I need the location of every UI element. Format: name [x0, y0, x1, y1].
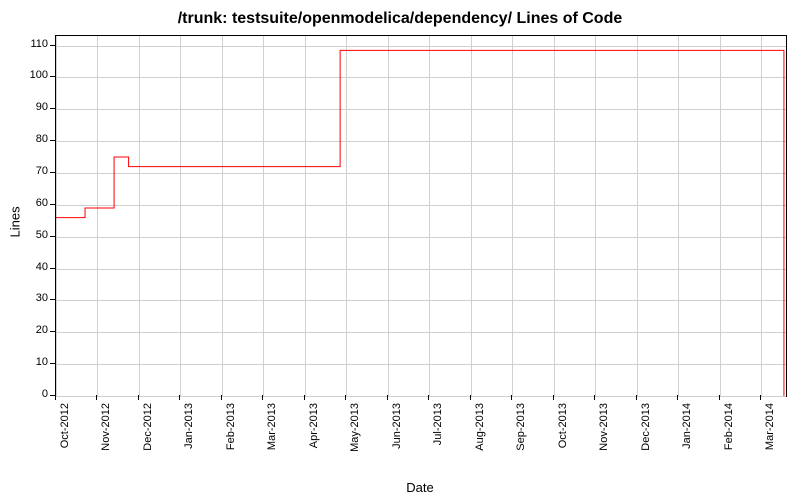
- y-tick: [50, 268, 55, 269]
- x-tick: [719, 395, 720, 400]
- x-tick: [55, 395, 56, 400]
- x-tick: [387, 395, 388, 400]
- y-tick-label: 100: [20, 69, 48, 81]
- y-tick-label: 30: [20, 292, 48, 304]
- x-tick-label: Jun-2013: [391, 403, 403, 463]
- y-tick-label: 70: [20, 165, 48, 177]
- x-tick: [594, 395, 595, 400]
- y-tick-label: 0: [20, 388, 48, 400]
- chart-container: /trunk: testsuite/openmodelica/dependenc…: [0, 0, 800, 500]
- x-tick-label: Jul-2013: [432, 403, 444, 463]
- x-tick: [345, 395, 346, 400]
- y-tick: [50, 331, 55, 332]
- x-tick-label: Feb-2014: [723, 403, 735, 463]
- x-tick-label: Jan-2014: [681, 403, 693, 463]
- chart-title: /trunk: testsuite/openmodelica/dependenc…: [0, 10, 800, 28]
- x-tick: [636, 395, 637, 400]
- x-tick-label: Mar-2014: [764, 403, 776, 463]
- x-tick: [428, 395, 429, 400]
- x-tick: [553, 395, 554, 400]
- x-tick: [677, 395, 678, 400]
- x-tick-label: Dec-2013: [640, 403, 652, 463]
- x-tick: [470, 395, 471, 400]
- x-tick: [179, 395, 180, 400]
- x-tick-label: Dec-2012: [142, 403, 154, 463]
- x-tick: [304, 395, 305, 400]
- data-line: [56, 36, 786, 396]
- x-tick-label: May-2013: [349, 403, 361, 463]
- x-axis-label: Date: [55, 480, 785, 495]
- y-tick: [50, 140, 55, 141]
- x-tick: [760, 395, 761, 400]
- x-tick-label: Nov-2013: [598, 403, 610, 463]
- x-tick-label: Jan-2013: [183, 403, 195, 463]
- x-tick-label: Oct-2012: [59, 403, 71, 463]
- y-tick: [50, 45, 55, 46]
- y-tick-label: 40: [20, 261, 48, 273]
- y-tick: [50, 76, 55, 77]
- x-tick: [96, 395, 97, 400]
- y-tick: [50, 236, 55, 237]
- x-tick-label: Sep-2013: [515, 403, 527, 463]
- x-tick: [221, 395, 222, 400]
- y-tick-label: 80: [20, 133, 48, 145]
- x-tick: [511, 395, 512, 400]
- y-tick-label: 50: [20, 229, 48, 241]
- y-tick-label: 110: [20, 38, 48, 50]
- y-tick-label: 90: [20, 101, 48, 113]
- y-tick: [50, 204, 55, 205]
- x-tick-label: Oct-2013: [557, 403, 569, 463]
- x-tick: [138, 395, 139, 400]
- y-tick: [50, 172, 55, 173]
- x-tick-label: Apr-2013: [308, 403, 320, 463]
- x-tick-label: Mar-2013: [266, 403, 278, 463]
- x-tick: [262, 395, 263, 400]
- y-tick-label: 10: [20, 356, 48, 368]
- y-tick-label: 20: [20, 324, 48, 336]
- x-tick-label: Aug-2013: [474, 403, 486, 463]
- x-tick-label: Nov-2012: [100, 403, 112, 463]
- plot-area: [55, 35, 787, 397]
- y-tick: [50, 299, 55, 300]
- y-tick: [50, 363, 55, 364]
- y-tick: [50, 108, 55, 109]
- x-tick-label: Feb-2013: [225, 403, 237, 463]
- y-tick-label: 60: [20, 197, 48, 209]
